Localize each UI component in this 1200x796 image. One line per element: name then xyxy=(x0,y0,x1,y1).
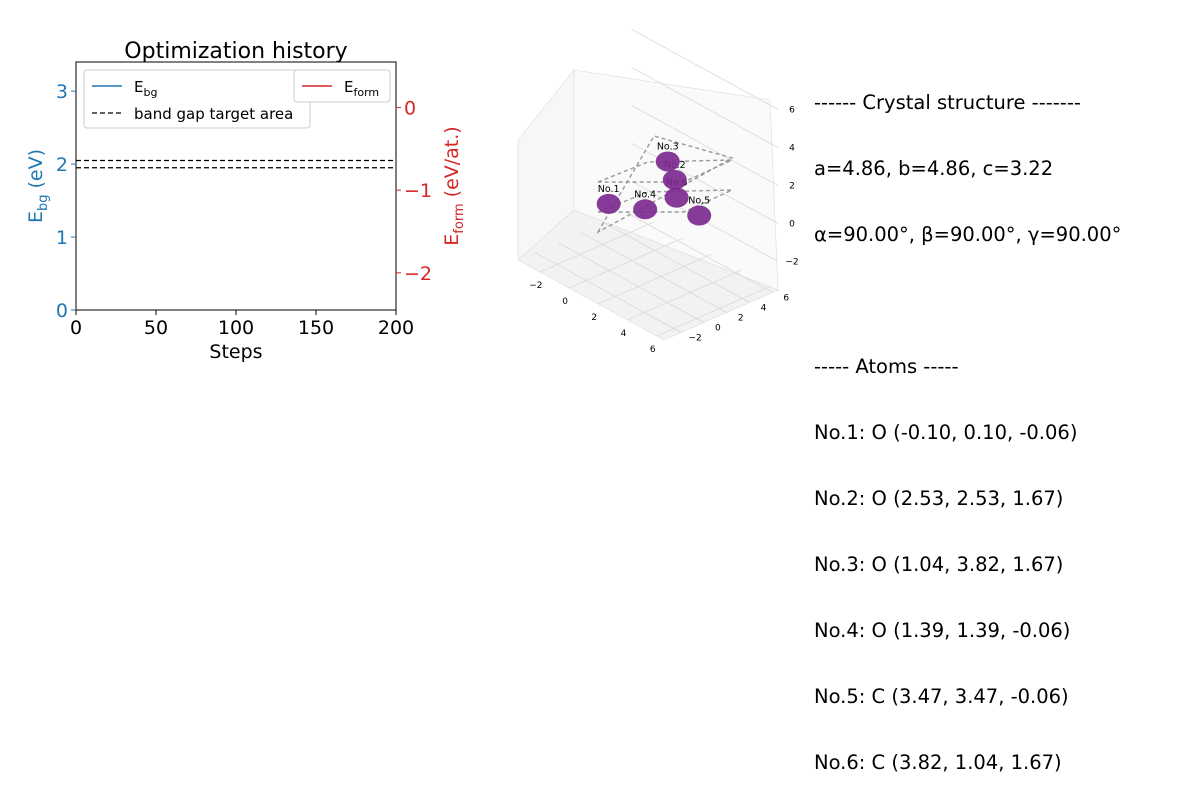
atom-label: No.1 xyxy=(598,184,620,195)
grid-lines-3d xyxy=(534,29,779,337)
grid-line xyxy=(580,232,727,313)
atom-marker xyxy=(687,205,712,226)
x3d-tick-label: −2 xyxy=(529,281,542,291)
info-line: a=4.86, b=4.86, c=3.22 xyxy=(814,157,1054,180)
info-line: No.2: O (2.53, 2.53, 1.67) xyxy=(814,487,1064,510)
grid-line xyxy=(598,253,713,305)
y2-tick-label: −2 xyxy=(404,263,432,285)
x3d-tick-label: 6 xyxy=(650,345,656,355)
info-line: No.6: C (3.82, 1.04, 1.67) xyxy=(814,751,1062,774)
y-tick-label: 2 xyxy=(56,154,68,176)
x3d-tick-label: 0 xyxy=(562,297,568,307)
y2-axis-label-sub: form xyxy=(452,203,467,233)
y-axis-label-unit: (eV) xyxy=(25,149,47,195)
legend-right: Eform xyxy=(293,69,391,103)
atom-marker xyxy=(664,187,689,208)
y2-tick-label: 0 xyxy=(404,97,416,119)
grid-line xyxy=(631,67,779,148)
crystal-structure-3d-plot: No.6No.2No.4No.5No.1No.3 −20246−20246−20… xyxy=(517,29,799,356)
info-line: α=90.00°, β=90.00°, γ=90.00° xyxy=(814,223,1122,246)
x3d-tick-label: 2 xyxy=(591,313,597,323)
grid-line xyxy=(627,269,742,321)
y-tick-label: 0 xyxy=(56,300,68,322)
y-axis-label-sub: bg xyxy=(36,195,51,212)
info-line: ----- Atoms ----- xyxy=(814,355,959,378)
legend-target-label: band gap target area xyxy=(134,105,293,123)
grid-line xyxy=(539,221,655,273)
info-line xyxy=(814,290,1121,312)
z3d-tick-label: −2 xyxy=(785,258,798,268)
grid-line xyxy=(631,143,779,224)
info-line: No.5: C (3.47, 3.47, -0.06) xyxy=(814,685,1069,708)
optimization-history-chart: Optimization history 0 50 100 150 200 0 1 2 3 0… xyxy=(25,39,467,363)
y3d-tick-label: 0 xyxy=(715,324,721,334)
legend-ebg-label: Ebg xyxy=(134,78,157,99)
atom-label: No.4 xyxy=(634,189,656,200)
grid-line xyxy=(631,105,779,186)
info-line: No.1: O (-0.10, 0.10, -0.06) xyxy=(814,421,1078,444)
z3d-tick-label: 2 xyxy=(789,182,795,192)
x-axis-ticks: 0 50 100 150 200 xyxy=(70,310,414,339)
x-tick-label: 50 xyxy=(144,317,168,339)
x-tick-label: 150 xyxy=(298,317,334,339)
y2-axis-label: Eform (eV/at.) xyxy=(441,126,467,245)
grid-line xyxy=(534,252,682,333)
structure-info-text: ------ Crystal structure ------- a=4.86,… xyxy=(814,48,1121,796)
y2-axis-label-main: E xyxy=(441,234,463,246)
z3d-tick-label: 6 xyxy=(789,106,795,116)
grid-line xyxy=(626,212,773,293)
x3d-tick-label: 4 xyxy=(621,329,627,339)
y3d-tick-label: −2 xyxy=(688,334,701,344)
info-line: No.4: O (1.39, 1.39, -0.06) xyxy=(814,619,1071,642)
band-gap-target-lines xyxy=(76,159,396,169)
grid-line xyxy=(656,285,771,337)
y-axis-ticks: 0 1 2 3 xyxy=(56,81,76,322)
y-tick-label: 1 xyxy=(56,227,68,249)
atom-markers: No.6No.2No.4No.5No.1No.3 xyxy=(596,141,712,226)
atom-label: No.5 xyxy=(688,196,710,207)
grid-line xyxy=(631,29,779,110)
y2-axis-ticks: 0 −1 −2 xyxy=(396,97,432,285)
grid-line xyxy=(603,222,750,303)
x-tick-label: 200 xyxy=(378,317,414,339)
x-axis-label: Steps xyxy=(209,341,262,363)
y-axis-label: Ebg (eV) xyxy=(25,149,51,223)
atom-label: No.3 xyxy=(657,141,679,152)
y-tick-label: 3 xyxy=(56,81,68,103)
y2-tick-label: −1 xyxy=(404,180,432,202)
y3d-tick-label: 6 xyxy=(783,294,789,304)
y3d-tick-label: 2 xyxy=(738,314,744,324)
z3d-tick-label: 0 xyxy=(789,220,795,230)
atom-marker xyxy=(655,151,680,172)
x-tick-label: 100 xyxy=(218,317,254,339)
x-tick-label: 0 xyxy=(70,317,82,339)
legend-left: Ebg band gap target area xyxy=(83,69,311,129)
atom-marker xyxy=(633,199,658,220)
grid-line xyxy=(557,242,705,323)
y2-axis-label-unit: (eV/at.) xyxy=(441,126,463,203)
axis-ticks-3d: −2 0 2 4 6 −2 0 2 4 6 −2 0 2 4 6 xyxy=(529,106,798,356)
atom-marker xyxy=(662,169,687,190)
chart-title: Optimization history xyxy=(124,39,347,64)
legend-eform-label: Eform xyxy=(344,78,379,99)
info-line: No.3: O (1.04, 3.82, 1.67) xyxy=(814,553,1064,576)
atom-marker xyxy=(596,193,621,214)
info-line: ------ Crystal structure ------- xyxy=(814,91,1081,114)
z3d-tick-label: 4 xyxy=(789,144,795,154)
grid-line xyxy=(568,237,684,289)
y-axis-label-main: E xyxy=(25,211,47,223)
y3d-tick-label: 4 xyxy=(761,304,767,314)
